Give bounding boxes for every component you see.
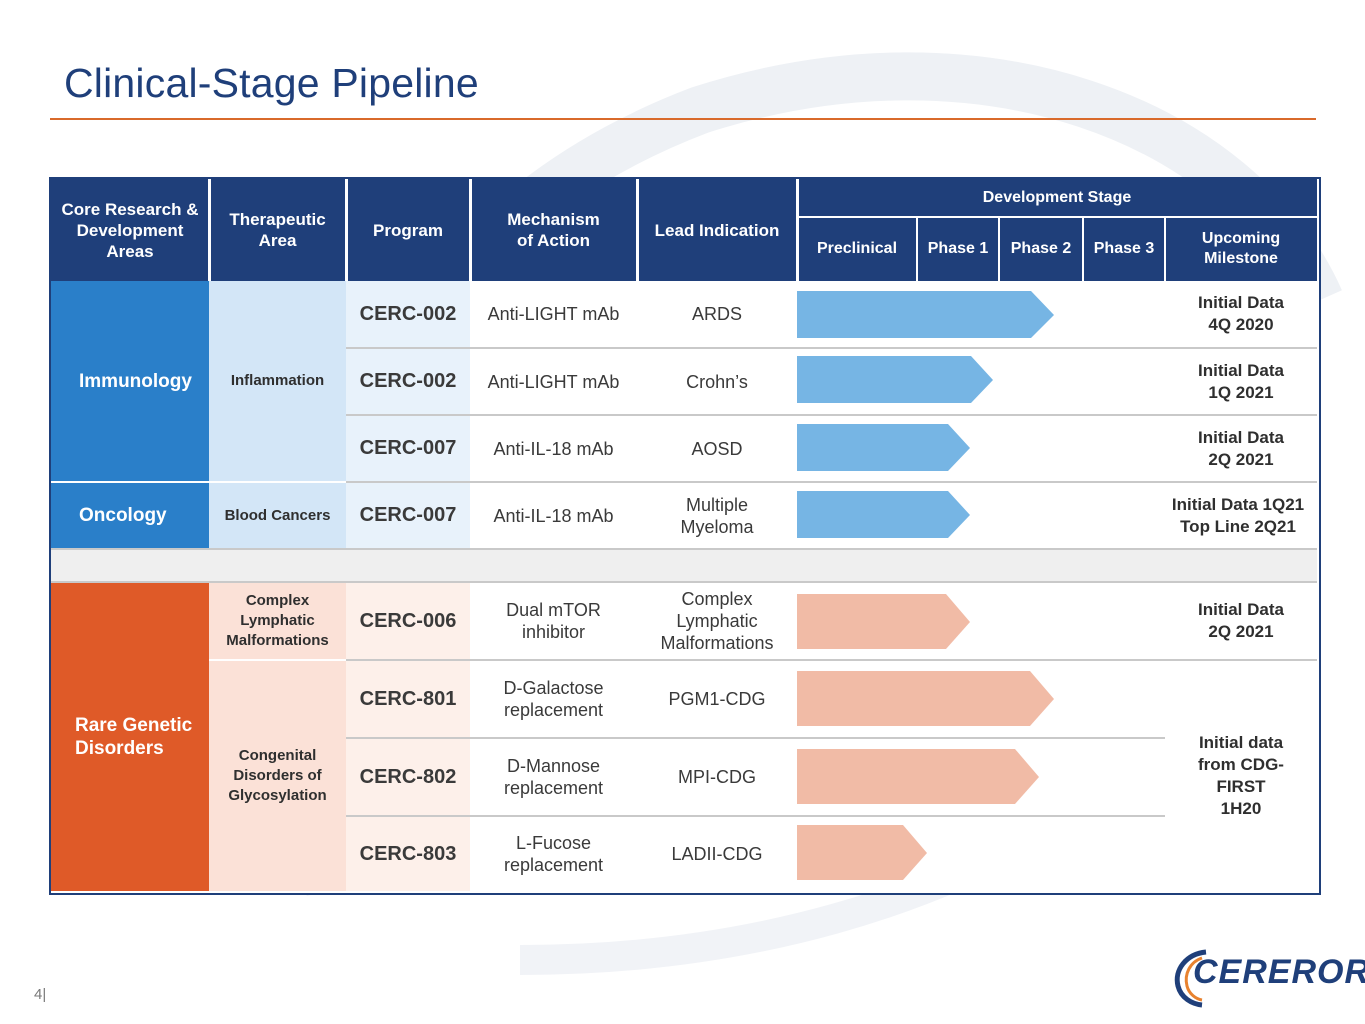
header-divider [796, 179, 799, 281]
mechanism-cell: Anti-LIGHT mAb [487, 371, 620, 392]
header-divider [208, 179, 211, 281]
header-core-areas: Core Research & Development Areas [51, 179, 209, 281]
page-number: 4| [34, 986, 47, 1003]
program-cerc-802: CERC-802 [359, 765, 457, 788]
program-cerc-006: CERC-006 [359, 609, 457, 632]
header-mechanism: Mechanism of Action [470, 179, 637, 281]
header-upcoming-milestone: Upcoming Milestone [1165, 217, 1317, 281]
pipeline-table: Core Research & Development Areas Therap… [49, 177, 1321, 895]
core-area-oncology: Oncology [51, 483, 209, 548]
row-divider [346, 737, 1165, 739]
header-development-stage: Development Stage [797, 179, 1317, 217]
header-divider [1082, 217, 1084, 281]
progress-arrow-phase-1 [797, 356, 993, 403]
program-cerc-002-ards: CERC-002 [359, 302, 457, 325]
header-program: Program [346, 179, 470, 281]
row-divider [51, 481, 209, 483]
progress-arrow-phase-2 [797, 291, 1054, 338]
mechanism-cell: Anti-IL-18 mAb [493, 438, 614, 459]
indication-cell: LADII-CDG [671, 844, 763, 864]
header-divider [916, 217, 918, 281]
row-divider [346, 659, 1317, 661]
header-divider [636, 179, 639, 281]
header-phase-2: Phase 2 [999, 217, 1083, 281]
progress-arrow-phase-1 [797, 424, 970, 471]
mechanism-cell: Anti-LIGHT mAb [487, 304, 620, 324]
row-divider [346, 481, 1317, 483]
mechanism-cell: D-Galactose replacement [503, 678, 604, 720]
mechanism-cell: D-Mannose replacement [503, 756, 604, 798]
header-phase-1: Phase 1 [917, 217, 999, 281]
indication-cell: MPI-CDG [678, 767, 756, 787]
therapeutic-area-inflammation: Inflammation [209, 281, 346, 481]
header-preclinical: Preclinical [797, 217, 917, 281]
header-divider [1164, 217, 1166, 281]
core-area-immunology: Immunology [51, 281, 209, 481]
indication-cell: PGM1-CDG [668, 689, 766, 709]
header-lead-indication: Lead Indication [637, 179, 797, 281]
program-cerc-007-aosd: CERC-007 [359, 437, 457, 459]
indication-cell: AOSD [691, 438, 743, 459]
milestone-cell: Initial Data 4Q 2020 [1198, 293, 1284, 334]
progress-arrow-phase-2 [797, 749, 1039, 804]
indication-cell: Complex Lymphatic Malformations [660, 589, 774, 653]
program-cerc-803: CERC-803 [359, 842, 457, 865]
program-cerc-007-myeloma: CERC-007 [359, 504, 457, 526]
milestone-cdg-first: Initial data from CDG-FIRST 1H20 [1198, 733, 1284, 818]
header-divider [797, 216, 1317, 218]
section-spacer [51, 550, 1317, 581]
row-divider [51, 581, 1317, 583]
therapeutic-area-congenital-disorders: Congenital Disorders of Glycosylation [209, 661, 346, 891]
header-divider [345, 179, 348, 281]
title-divider [50, 118, 1316, 120]
therapeutic-area-complex-lymphatic: Complex Lymphatic Malformations [209, 583, 346, 659]
indication-cell: Multiple Myeloma [680, 494, 754, 537]
page-title: Clinical-Stage Pipeline [64, 60, 479, 106]
program-cerc-801: CERC-801 [359, 687, 457, 710]
indication-cell: ARDS [691, 304, 742, 324]
header-therapeutic-area: Therapeutic Area [209, 179, 346, 281]
milestone-cell: Initial Data 1Q21 Top Line 2Q21 [1171, 494, 1305, 536]
mechanism-cell: Anti-IL-18 mAb [493, 505, 614, 526]
row-divider [346, 414, 1317, 416]
milestone-cell: Initial Data 1Q 2021 [1198, 360, 1284, 402]
core-area-rare-genetic-disorders: Rare Genetic Disorders [51, 583, 209, 891]
mechanism-cell: Dual mTOR inhibitor [506, 600, 601, 642]
header-divider [998, 217, 1000, 281]
progress-arrow-phase-1 [797, 825, 927, 880]
cerecor-logo-text: CEREROR [1193, 953, 1365, 991]
progress-arrow-phase-1 [797, 594, 970, 649]
cerecor-logo-swoosh-icon [1174, 949, 1207, 1008]
program-cerc-002-crohns: CERC-002 [359, 370, 457, 392]
row-divider [346, 815, 1165, 817]
mechanism-cell: L-Fucose replacement [503, 833, 604, 875]
row-divider [346, 347, 1317, 349]
indication-cell: Crohn’s [686, 371, 748, 392]
row-divider [209, 481, 346, 483]
row-divider [209, 659, 346, 661]
header-phase-3: Phase 3 [1083, 217, 1165, 281]
progress-arrow-phase-1 [797, 491, 970, 538]
progress-arrow-phase-2 [797, 671, 1054, 726]
row-divider [51, 548, 1317, 550]
milestone-cell: Initial Data 2Q 2021 [1198, 600, 1284, 641]
header-divider [469, 179, 472, 281]
milestone-cell: Initial Data 2Q 2021 [1198, 427, 1284, 469]
therapeutic-area-blood-cancers: Blood Cancers [209, 483, 346, 548]
